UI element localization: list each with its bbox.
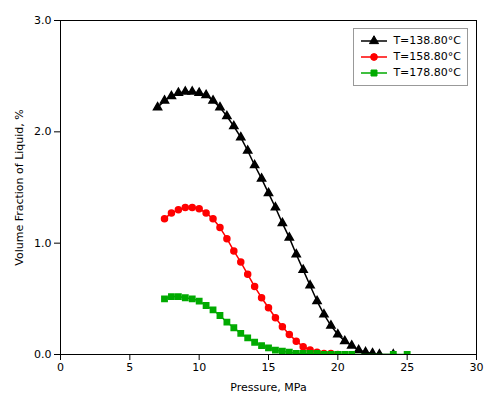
- svg-text:20: 20: [331, 361, 345, 374]
- svg-text:0: 0: [57, 361, 64, 374]
- svg-text:0.0: 0.0: [34, 348, 52, 361]
- svg-text:5: 5: [126, 361, 133, 374]
- svg-text:1.0: 1.0: [34, 237, 52, 250]
- html-text:T=158.80°C: T=158.80°C: [393, 50, 461, 63]
- html-text:T=138.80°C: T=138.80°C: [393, 34, 461, 47]
- svg-text:25: 25: [400, 361, 414, 374]
- svg-text:2.0: 2.0: [34, 125, 52, 138]
- html-text:T=178.80°C: T=178.80°C: [393, 66, 461, 79]
- svg-text:Volume Fraction of Liquid, %: Volume Fraction of Liquid, %: [13, 109, 26, 266]
- svg-text:10: 10: [192, 361, 206, 374]
- svg-text:30: 30: [470, 361, 484, 374]
- svg-text:15: 15: [262, 361, 276, 374]
- svg-text:Pressure, MPa: Pressure, MPa: [230, 381, 306, 394]
- svg-text:3.0: 3.0: [34, 14, 52, 27]
